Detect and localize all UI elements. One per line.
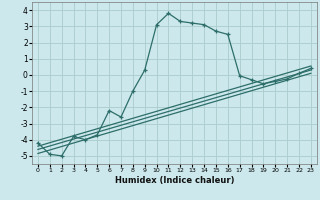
- X-axis label: Humidex (Indice chaleur): Humidex (Indice chaleur): [115, 176, 234, 185]
